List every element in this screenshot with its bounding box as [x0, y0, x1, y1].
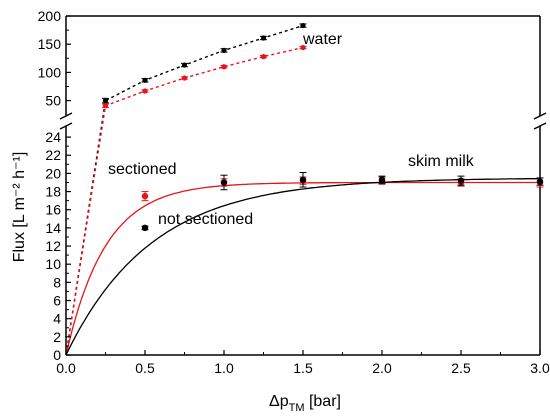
x-tick-label: 0.0 — [56, 360, 76, 376]
x-tick-label: 1.5 — [293, 360, 313, 376]
water_black-point — [300, 22, 306, 29]
water_red-point — [181, 75, 188, 81]
axis-break-mark-left-lower — [59, 122, 73, 130]
y-axis-title: Flux [L m⁻² h⁻¹] — [11, 152, 28, 263]
y-tick-label-lower: 10 — [45, 256, 61, 272]
y-tick-label-upper: 200 — [38, 8, 62, 24]
y-tick-label-lower: 4 — [53, 311, 61, 327]
y-tick-label-lower: 8 — [53, 274, 61, 290]
x-axis-title-main: Δp — [269, 393, 289, 410]
y-tick-label-lower: 6 — [53, 293, 61, 309]
water_black-point — [221, 47, 227, 54]
y-tick-label-lower: 20 — [45, 165, 61, 181]
water_red-point — [221, 64, 227, 70]
skim_milk_not_sectioned-point — [378, 176, 386, 183]
y-tick-label-lower: 0 — [53, 347, 61, 363]
y-tick-label-lower: 2 — [53, 329, 61, 345]
y-tick-label-upper: 100 — [38, 64, 62, 80]
y-tick-label-lower: 22 — [45, 147, 61, 163]
annotation-sectioned: sectioned — [108, 161, 177, 178]
skim_milk_not_sectioned-point — [299, 176, 307, 183]
y-tick-label-upper: 150 — [38, 36, 62, 52]
annotation-water: water — [302, 31, 343, 48]
annotation-not-sectioned: not sectioned — [158, 211, 253, 228]
water_red-point — [102, 103, 109, 109]
series-layer — [65, 22, 544, 356]
water_black-point — [142, 77, 148, 83]
water_red-line — [65, 46, 304, 356]
water_black-point — [102, 97, 109, 104]
skim_milk_sectioned-point — [141, 192, 149, 200]
axis-break-mark-left-upper — [59, 112, 73, 120]
water_black-point — [181, 62, 188, 68]
skim_milk_not_sectioned-point — [536, 178, 544, 185]
skim_milk_sectioned-fit-curve — [65, 181, 540, 356]
skim_milk_not_sectioned-point — [220, 179, 228, 186]
y-tick-label-lower: 18 — [45, 184, 61, 200]
y-tick-label-lower: 14 — [45, 220, 61, 236]
ticks-layer: 0.0 0.5 1.0 1.5 2.0 2.5 3.00246810121416182022… — [38, 8, 550, 376]
water_red-point — [142, 88, 148, 94]
skim_milk_not_sectioned-point — [457, 177, 465, 184]
axis-break-mark-right-lower — [533, 122, 547, 130]
skim_milk_not_sectioned-fit-curve — [65, 177, 541, 356]
water_red-point — [300, 44, 306, 51]
x-axis-title-tail: [bar] — [305, 393, 341, 410]
x-tick-label: 2.5 — [451, 360, 471, 376]
x-tick-label: 1.0 — [214, 360, 234, 376]
x-tick-label: 2.0 — [372, 360, 392, 376]
annotation-skim-milk: skim milk — [408, 153, 475, 170]
x-axis-title: ΔpTM [bar] — [269, 393, 341, 414]
y-tick-label-upper: 50 — [45, 93, 61, 109]
water_black-point — [260, 35, 267, 41]
axis-break-mark-right-upper — [533, 112, 547, 120]
y-tick-label-lower: 16 — [45, 202, 61, 218]
water_black-line — [65, 24, 304, 356]
y-tick-label-lower: 12 — [45, 238, 61, 254]
x-tick-label: 3.0 — [530, 360, 550, 376]
water_red-point — [260, 54, 267, 60]
skim_milk_not_sectioned-point — [141, 224, 149, 232]
x-tick-label: 0.5 — [135, 360, 155, 376]
x-axis-title-subscript: TM — [289, 402, 305, 414]
y-tick-label-lower: 24 — [45, 129, 61, 145]
